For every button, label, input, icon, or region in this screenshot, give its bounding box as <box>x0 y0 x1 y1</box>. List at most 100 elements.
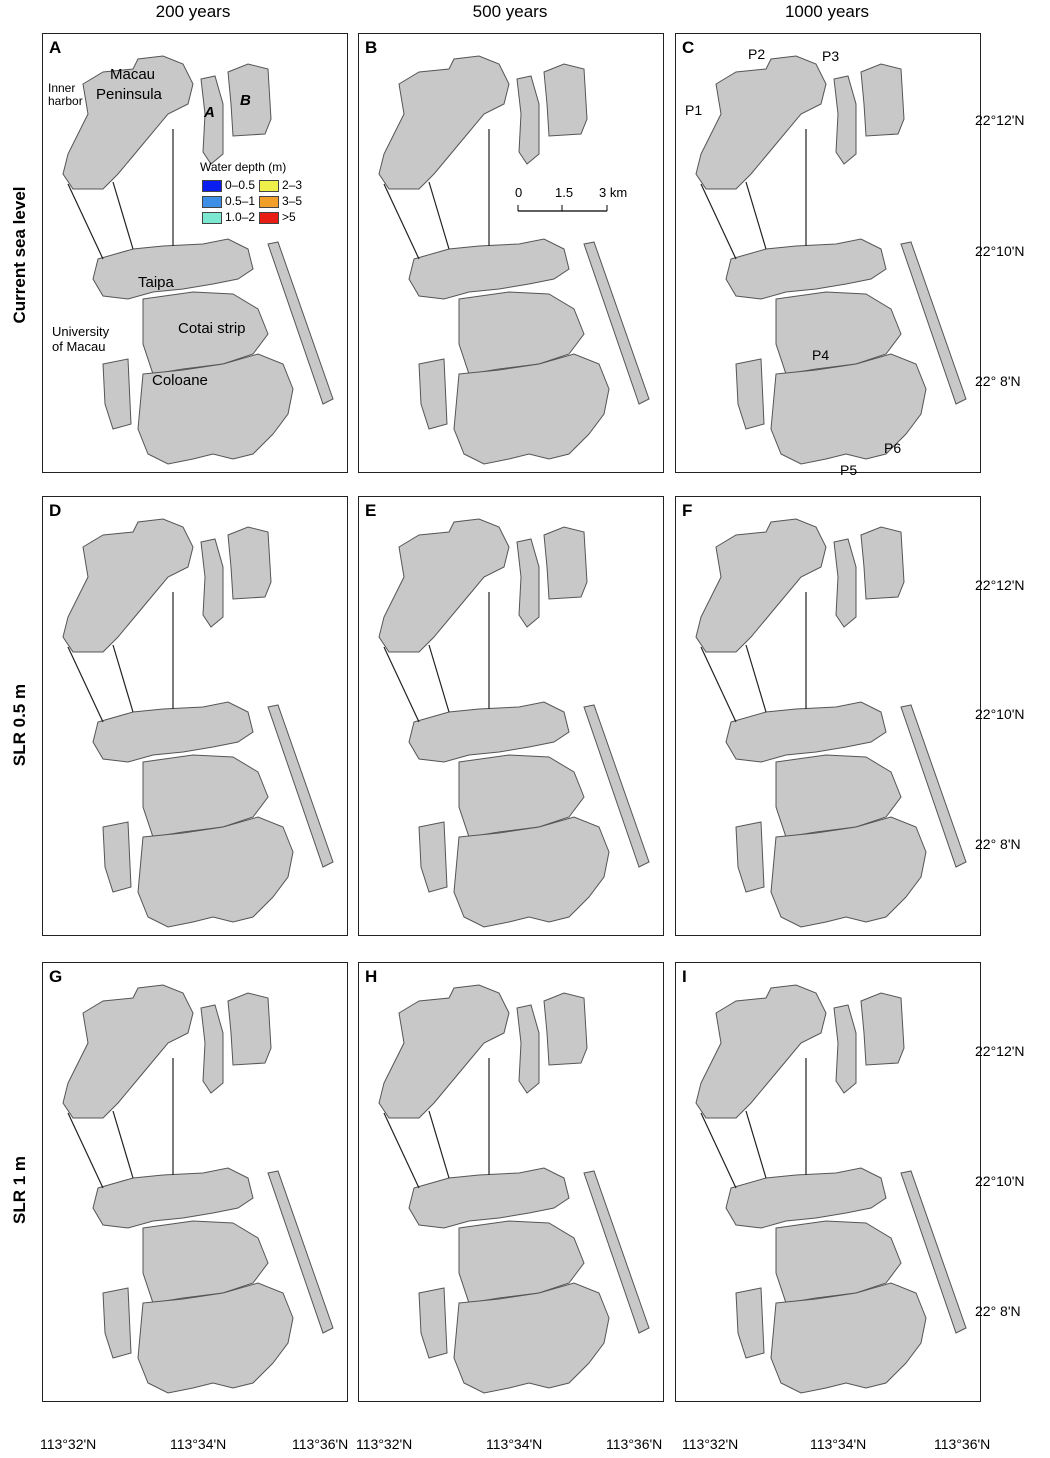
label-inner-harbor: Inner harbor <box>48 82 83 108</box>
cotai-strip-shape <box>142 291 269 375</box>
map-canvas <box>695 55 967 465</box>
bridge-1 <box>700 1112 737 1189</box>
university-of-macau-shape <box>418 358 448 430</box>
panel-letter: I <box>682 967 687 986</box>
bridge-2 <box>428 181 450 250</box>
airport-runway-shape <box>900 241 967 405</box>
row-header-current: Current sea level <box>10 186 29 324</box>
lat-label-10-row2: 22°10'N <box>975 706 1025 722</box>
cotai-strip-shape <box>142 754 269 838</box>
map-canvas <box>378 984 650 1394</box>
map-panel-c: C <box>675 33 981 473</box>
macau-peninsula-shape <box>62 984 194 1119</box>
macau-peninsula-shape <box>378 518 510 653</box>
legend-swatch <box>202 195 222 208</box>
lon-label-36-col3: 113°36'N <box>934 1436 991 1452</box>
macau-peninsula-shape <box>62 518 194 653</box>
map-panel-i: I <box>675 962 981 1402</box>
point-label-p4: P4 <box>812 347 830 363</box>
bridge-2 <box>428 644 450 713</box>
university-of-macau-shape <box>102 821 132 893</box>
airport-runway-shape <box>900 704 967 868</box>
airport-runway-shape <box>267 1170 334 1334</box>
reclaimed-zone-a-shape <box>200 1004 224 1094</box>
bridge-2 <box>112 181 134 250</box>
bridge-2 <box>112 644 134 713</box>
panel-letter: D <box>49 501 62 520</box>
cotai-strip-shape <box>458 1220 585 1304</box>
legend-item: 2–3 <box>282 178 303 192</box>
map-canvas <box>62 55 334 465</box>
lon-label-34-col2: 113°34'N <box>486 1436 543 1452</box>
legend-item: >5 <box>282 210 296 224</box>
reclaimed-zone-a-shape <box>516 75 540 165</box>
col-header-1000: 1000 years <box>784 2 870 21</box>
point-label-p3: P3 <box>822 48 840 64</box>
cotai-strip-shape <box>775 291 902 375</box>
label-university: University of Macau <box>52 324 109 354</box>
lon-label-36-col1: 113°36'N <box>292 1436 349 1452</box>
macau-peninsula-shape <box>695 518 827 653</box>
lon-label-32-col2: 113°32'N <box>356 1436 413 1452</box>
label-zone-b: B <box>240 92 251 109</box>
lon-label-34-col3: 113°34'N <box>810 1436 867 1452</box>
scale-tick-1: 1.5 <box>555 185 574 200</box>
row-header-slr1: SLR 1 m <box>10 1155 29 1225</box>
map-canvas <box>378 55 650 465</box>
legend-swatch <box>202 211 222 224</box>
reclaimed-zone-a-shape <box>200 538 224 628</box>
reclaimed-zone-b-shape <box>860 992 905 1066</box>
airport-runway-shape <box>900 1170 967 1334</box>
label-zone-a: A <box>204 104 215 121</box>
bridge-2 <box>745 1110 767 1179</box>
legend-item: 3–5 <box>282 194 303 208</box>
reclaimed-zone-a-shape <box>833 75 857 165</box>
label-coloane: Coloane <box>152 372 208 389</box>
bridge-1 <box>383 1112 420 1189</box>
taipa-shape <box>408 238 570 300</box>
taipa-shape <box>92 238 254 300</box>
lat-label-10-row3: 22°10'N <box>975 1173 1025 1189</box>
panel-letter: B <box>365 38 378 57</box>
airport-runway-shape <box>267 241 334 405</box>
bridge-1 <box>67 183 104 260</box>
cotai-strip-shape <box>458 291 585 375</box>
airport-runway-shape <box>583 241 650 405</box>
reclaimed-zone-a-shape <box>833 1004 857 1094</box>
point-label-p1: P1 <box>685 102 703 118</box>
bridge-1 <box>383 646 420 723</box>
reclaimed-zone-a-shape <box>516 1004 540 1094</box>
map-panel-f: F <box>675 496 981 936</box>
reclaimed-zone-b-shape <box>227 992 272 1066</box>
reclaimed-zone-b-shape <box>860 63 905 137</box>
reclaimed-zone-a-shape <box>516 538 540 628</box>
label-macau: Macau <box>110 66 156 83</box>
map-panel-g: G <box>42 962 348 1402</box>
lat-label-10-row1: 22°10'N <box>975 243 1025 259</box>
legend-item: 0–0.5 <box>225 178 256 192</box>
coloane-shape <box>453 1282 610 1394</box>
col-header-500: 500 years <box>472 2 548 21</box>
coloane-shape <box>770 353 927 465</box>
point-label-p6: P6 <box>884 440 902 456</box>
taipa-shape <box>408 1167 570 1229</box>
legend-title: Water depth (m) <box>200 160 287 174</box>
university-of-macau-shape <box>102 358 132 430</box>
scale-tick-0: 0 <box>515 185 523 200</box>
cotai-strip-shape <box>458 754 585 838</box>
map-panel-b: B <box>358 33 664 473</box>
coloane-shape <box>770 1282 927 1394</box>
bridge-2 <box>745 181 767 250</box>
reclaimed-zone-a-shape <box>200 75 224 165</box>
taipa-shape <box>725 238 887 300</box>
reclaimed-zone-b-shape <box>860 526 905 600</box>
lat-label-12-row1: 22°12'N <box>975 112 1025 128</box>
university-of-macau-shape <box>102 1287 132 1359</box>
panel-letter: G <box>49 967 63 986</box>
coloane-shape <box>453 816 610 928</box>
legend-swatch <box>259 195 280 208</box>
map-canvas <box>62 984 334 1394</box>
taipa-shape <box>725 1167 887 1229</box>
label-taipa: Taipa <box>138 274 174 291</box>
reclaimed-zone-a-shape <box>833 538 857 628</box>
